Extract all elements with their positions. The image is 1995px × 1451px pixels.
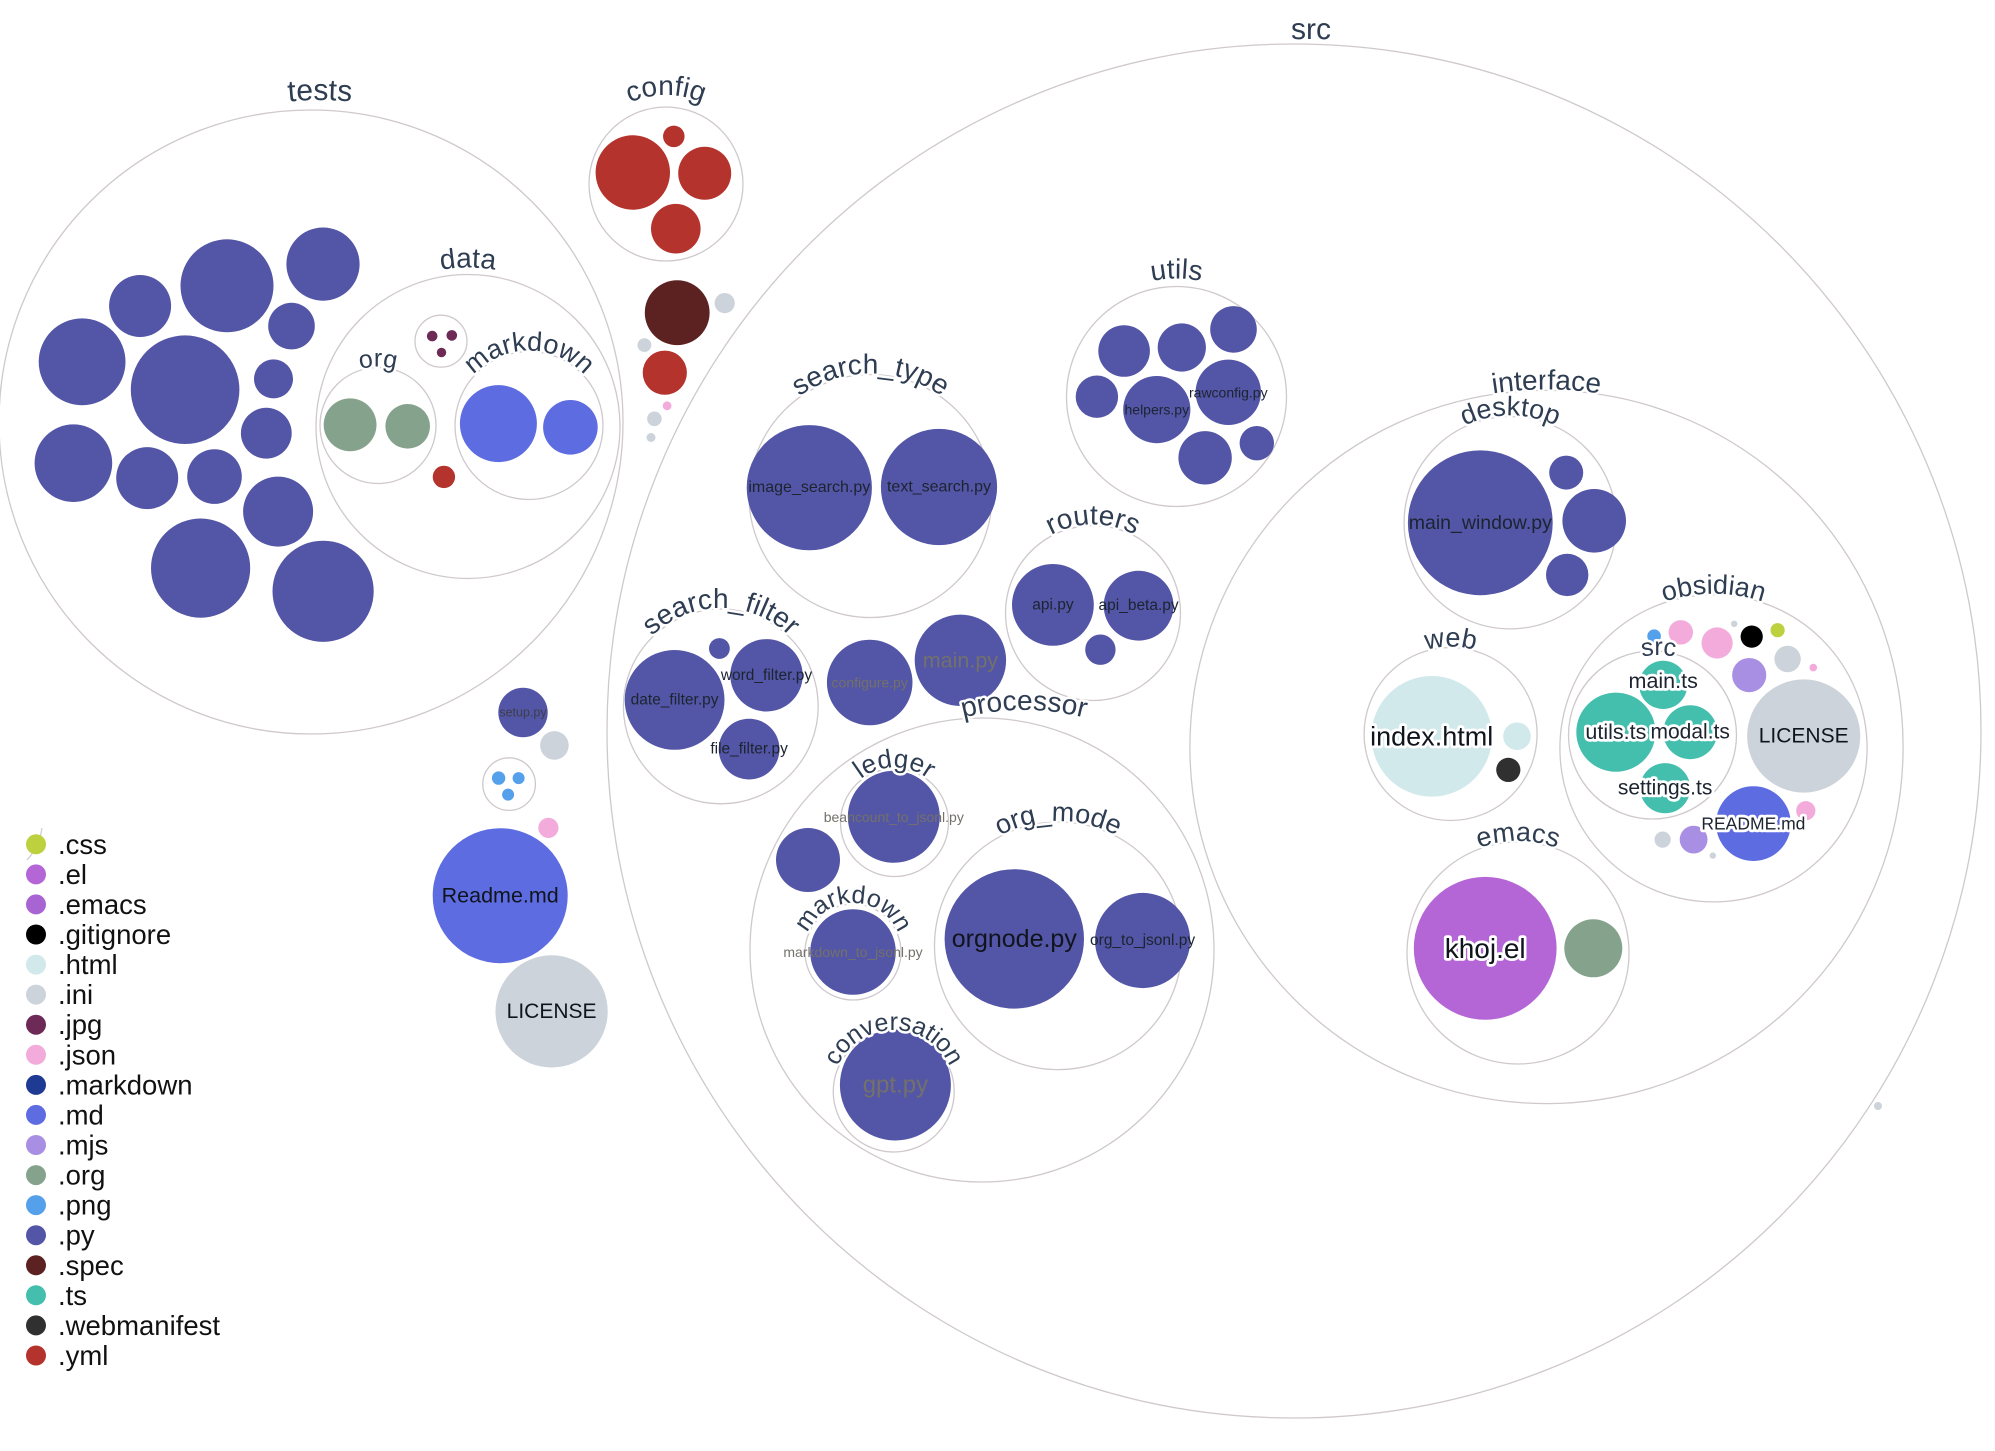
svg-text:date_filter.py: date_filter.py: [631, 691, 719, 708]
svg-text:main_window.py: main_window.py: [1409, 512, 1552, 534]
svg-text:.webmanifest: .webmanifest: [58, 1310, 220, 1341]
svg-text:main.py: main.py: [923, 648, 999, 672]
svg-text:utils.ts: utils.ts: [1585, 720, 1646, 744]
svg-text:.gitignore: .gitignore: [58, 919, 171, 950]
svg-text:data: data: [438, 242, 499, 275]
svg-text:.mjs: .mjs: [58, 1130, 108, 1161]
svg-text:.markdown: .markdown: [58, 1069, 193, 1100]
svg-text:text_search.py: text_search.py: [887, 479, 991, 496]
svg-text:rawconfig.py: rawconfig.py: [1189, 384, 1268, 400]
svg-text:file_filter.py: file_filter.py: [710, 741, 788, 758]
svg-text:.py: .py: [58, 1220, 95, 1251]
svg-text:.emacs: .emacs: [58, 889, 147, 920]
svg-text:helpers.py: helpers.py: [1125, 402, 1190, 418]
svg-text:.html: .html: [58, 949, 118, 980]
svg-text:README.md: README.md: [1701, 814, 1805, 834]
svg-text:.ts: .ts: [58, 1280, 87, 1311]
svg-text:modal.ts: modal.ts: [1651, 721, 1730, 744]
svg-text:setup.py: setup.py: [499, 706, 547, 720]
svg-text:org: org: [356, 345, 400, 375]
svg-text:src: src: [1291, 13, 1332, 46]
svg-text:.org: .org: [58, 1160, 105, 1191]
svg-text:main.ts: main.ts: [1629, 669, 1698, 693]
svg-text:api.py: api.py: [1032, 596, 1074, 613]
svg-text:.md: .md: [58, 1099, 104, 1130]
svg-text:src: src: [1639, 633, 1678, 662]
svg-text:orgnode.py: orgnode.py: [952, 925, 1078, 953]
svg-text:org_to_jsonl.py: org_to_jsonl.py: [1090, 932, 1195, 949]
svg-text:image_search.py: image_search.py: [748, 479, 870, 496]
svg-text:api_beta.py: api_beta.py: [1099, 597, 1179, 614]
svg-text:Readme.md: Readme.md: [442, 884, 559, 908]
svg-text:web: web: [1421, 622, 1480, 655]
svg-text:interface: interface: [1490, 364, 1604, 399]
svg-text:beancount_to_jsonl.py: beancount_to_jsonl.py: [824, 809, 964, 825]
svg-text:utils: utils: [1148, 253, 1205, 286]
svg-text:.png: .png: [58, 1190, 112, 1221]
svg-text:.json: .json: [58, 1039, 116, 1070]
svg-text:.css: .css: [58, 829, 107, 860]
svg-text:configure.py: configure.py: [832, 675, 908, 691]
svg-text:.ini: .ini: [58, 979, 93, 1010]
svg-text:markdown_to_jsonl.py: markdown_to_jsonl.py: [783, 944, 922, 960]
svg-text:.spec: .spec: [58, 1250, 124, 1281]
svg-text:tests: tests: [286, 74, 353, 109]
svg-text:khoj.el: khoj.el: [1445, 933, 1526, 964]
svg-text:settings.ts: settings.ts: [1618, 777, 1713, 800]
svg-text:index.html: index.html: [1370, 721, 1493, 751]
svg-text:.jpg: .jpg: [58, 1009, 102, 1040]
svg-text:LICENSE: LICENSE: [1759, 725, 1849, 748]
svg-text:.el: .el: [58, 859, 87, 890]
svg-text:gpt.py: gpt.py: [863, 1072, 928, 1099]
svg-text:LICENSE: LICENSE: [507, 1000, 597, 1023]
svg-text:.yml: .yml: [58, 1340, 108, 1371]
svg-text:word_filter.py: word_filter.py: [720, 667, 813, 684]
